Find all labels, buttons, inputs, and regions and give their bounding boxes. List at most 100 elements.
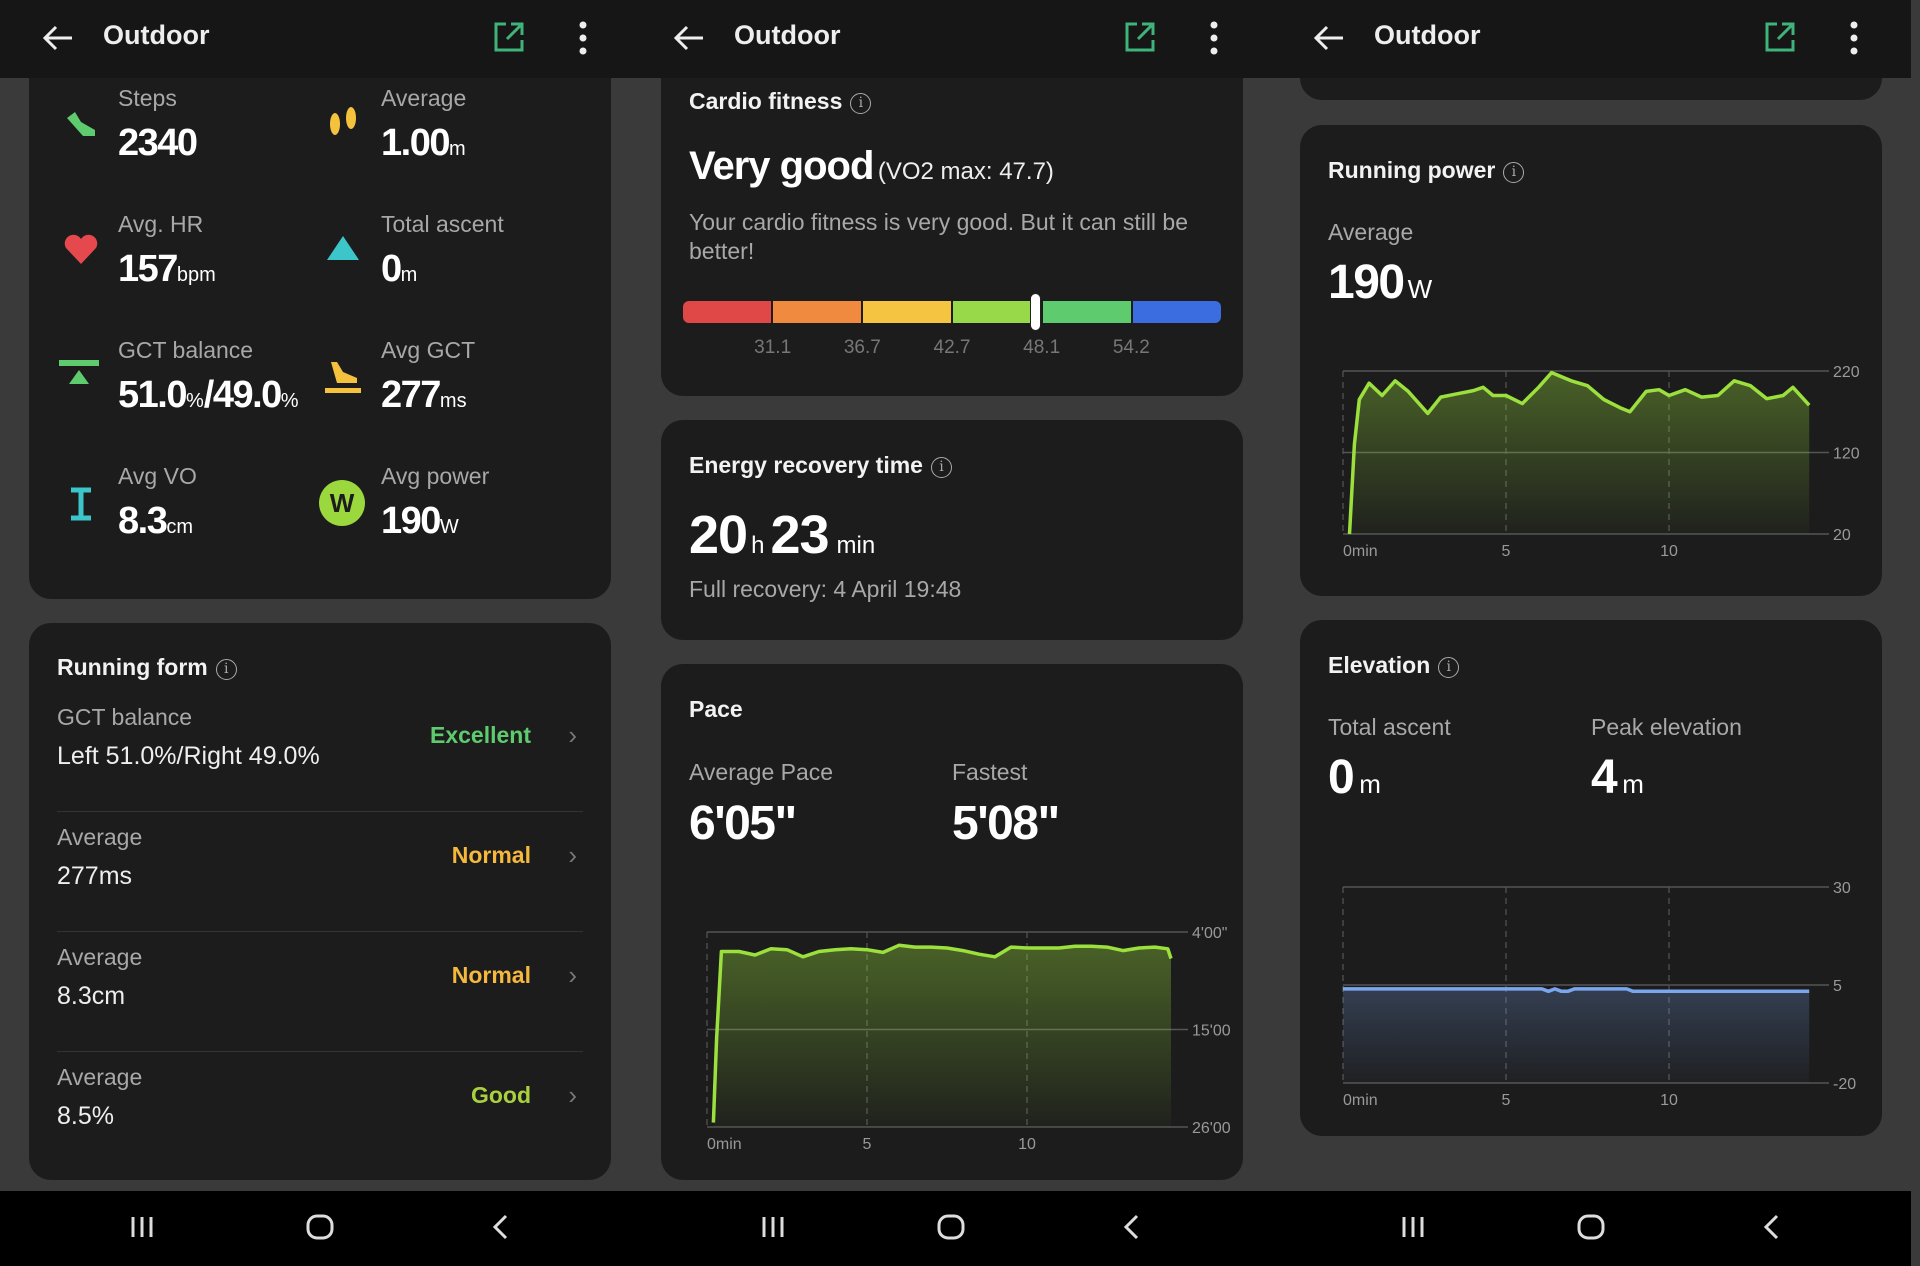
form-row-gct-balance[interactable]: GCT balance Left 51.0%/Right 49.0% Excel…	[29, 692, 611, 812]
x-tick-label: 0min	[1343, 1092, 1378, 1109]
recent-apps-icon[interactable]	[128, 1213, 156, 1241]
avg-pace-label: Average Pace	[689, 759, 834, 785]
arrow-left-icon[interactable]	[1311, 20, 1347, 56]
avg-hr-label: Avg. HR	[118, 211, 204, 237]
y-tick-label: 15'00	[1192, 1023, 1231, 1040]
y-tick-label: 30	[1833, 880, 1851, 897]
steps-value: 2340	[118, 122, 198, 164]
home-icon[interactable]	[305, 1213, 335, 1241]
form-row-vr[interactable]: Average 8.5% Good ›	[29, 1052, 611, 1172]
series-line	[1347, 370, 1811, 535]
recovery-card: Energy recovery time i 20 h 23 min Full reco…	[661, 420, 1243, 640]
fastest-value: 5'08"	[952, 797, 1060, 850]
power-avg-value: 190 W	[1328, 256, 1433, 309]
status-badge: Normal	[451, 962, 531, 988]
fastest-label: Fastest	[952, 759, 1028, 785]
panel-charts: Outdoor Running power i Average 190 W 0min…	[1271, 0, 1911, 1266]
balance-icon	[59, 360, 99, 384]
form-row-gct[interactable]: Average 277ms Normal ›	[29, 812, 611, 932]
x-tick-label: 5	[1502, 543, 1511, 560]
share-external-icon[interactable]	[1123, 20, 1157, 54]
x-tick-label: 10	[1660, 1092, 1678, 1109]
avg-step-value: 1.00m	[381, 122, 466, 164]
series-area	[713, 945, 1171, 1127]
info-icon[interactable]: i	[1503, 162, 1525, 183]
row-value: 8.3cm	[57, 982, 126, 1010]
form-row-vo[interactable]: Average 8.3cm Normal ›	[29, 932, 611, 1052]
back-chevron-icon[interactable]	[1119, 1213, 1143, 1241]
power-avg-label: Average	[1328, 219, 1414, 245]
page-title: Outdoor	[103, 20, 210, 50]
divider	[57, 931, 583, 932]
y-tick-label: -20	[1833, 1076, 1856, 1093]
avg-hr-value: 157bpm	[118, 248, 216, 290]
more-vertical-icon[interactable]	[1843, 18, 1865, 58]
chevron-right-icon: ›	[568, 720, 577, 750]
share-external-icon[interactable]	[1763, 20, 1797, 54]
home-icon[interactable]	[1576, 1213, 1606, 1241]
arrow-left-icon[interactable]	[671, 20, 707, 56]
chevron-right-icon: ›	[568, 1080, 577, 1110]
x-tick-label: 5	[1502, 1092, 1511, 1109]
steps-label: Steps	[118, 85, 177, 111]
y-tick-label: 26'00	[1192, 1120, 1231, 1137]
vo2-threshold-label: 36.7	[843, 337, 881, 358]
y-tick-label: 4'00"	[1192, 925, 1227, 942]
cardio-title: Cardio fitness i	[689, 88, 872, 115]
recent-apps-icon[interactable]	[759, 1213, 787, 1241]
more-vertical-icon[interactable]	[572, 18, 594, 58]
vo2-segment	[1043, 301, 1131, 323]
arrow-left-icon[interactable]	[40, 20, 76, 56]
cardio-description: Your cardio fitness is very good. But it…	[689, 209, 1189, 264]
vo2-threshold-label: 48.1	[1023, 337, 1061, 358]
series-line	[711, 943, 1173, 1123]
recent-apps-icon[interactable]	[1399, 1213, 1427, 1241]
running-form-title: Running form i	[57, 654, 237, 681]
pace-title: Pace	[689, 696, 743, 722]
row-label: Average	[57, 1064, 143, 1090]
row-value: 277ms	[57, 862, 133, 890]
gct-balance-value: 51.0%/49.0%	[118, 374, 299, 416]
back-chevron-icon[interactable]	[488, 1213, 512, 1241]
cardio-rating: Very good (VO2 max: 47.7)	[689, 144, 1054, 188]
avg-step-label: Average	[381, 85, 467, 111]
info-icon[interactable]: i	[1438, 657, 1460, 678]
y-tick-label: 5	[1833, 978, 1842, 995]
divider	[57, 811, 583, 812]
gct-balance-label: GCT balance	[118, 337, 254, 363]
home-icon[interactable]	[936, 1213, 966, 1241]
recovery-time: 20 h 23 min	[689, 505, 876, 565]
page-title: Outdoor	[1374, 20, 1481, 50]
divider	[57, 1051, 583, 1052]
panel-fitness: Outdoor Cardio fitness i Very good (VO2 m…	[631, 0, 1271, 1266]
x-tick-label: 10	[1018, 1136, 1036, 1153]
avg-vo-label: Avg VO	[118, 463, 197, 489]
row-value: 8.5%	[57, 1102, 114, 1130]
series-area	[1343, 988, 1810, 1083]
series-area	[1349, 372, 1810, 534]
running-form-card: Running form i GCT balance Left 51.0%/Rig…	[29, 623, 611, 1180]
info-icon[interactable]: i	[850, 93, 872, 114]
elevation-chart: 0min 5 10 30 5 -20	[1342, 880, 1856, 1109]
row-value: Left 51.0%/Right 49.0%	[57, 742, 320, 770]
share-external-icon[interactable]	[492, 20, 526, 54]
cardio-fitness-card: Cardio fitness i Very good (VO2 max: 47.7…	[661, 40, 1243, 396]
app-header: Outdoor	[1271, 0, 1911, 78]
info-icon[interactable]: i	[930, 457, 952, 478]
app-header: Outdoor	[631, 0, 1271, 78]
total-ascent-label: Total ascent	[1328, 714, 1451, 740]
power-chart: 0min 5 10 20 120 220	[1342, 364, 1860, 560]
row-label: Average	[57, 944, 143, 970]
pace-chart: 0min 5 10 4'00" 15'00 26'00	[706, 925, 1231, 1153]
power-w-icon: W	[319, 480, 365, 526]
summary-card: Steps 2340 Average 1.00m Avg. HR 157bpm …	[29, 40, 611, 599]
more-vertical-icon[interactable]	[1203, 18, 1225, 58]
x-tick-label: 10	[1660, 543, 1678, 560]
info-icon[interactable]: i	[215, 659, 237, 680]
chevron-right-icon: ›	[568, 960, 577, 990]
avg-gct-label: Avg GCT	[381, 337, 476, 363]
vo2-segment	[773, 301, 861, 323]
back-chevron-icon[interactable]	[1759, 1213, 1783, 1241]
